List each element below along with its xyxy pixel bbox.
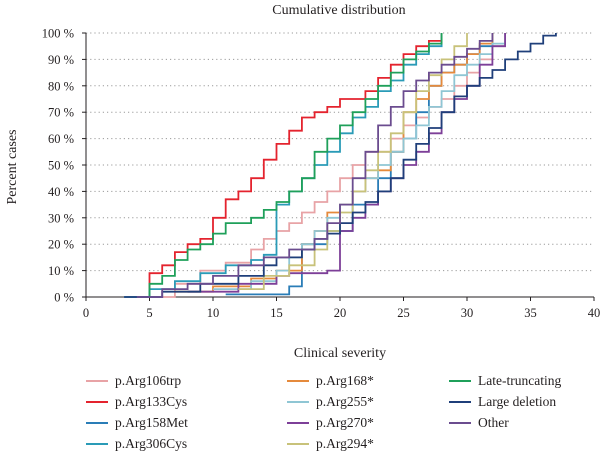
- x-tick-label: 30: [461, 306, 474, 320]
- x-axis-title: Clinical severity: [294, 346, 386, 361]
- legend-label: p.Arg168*: [316, 373, 374, 388]
- y-tick-label: 40 %: [48, 185, 74, 199]
- legend-label: p.Arg270*: [316, 415, 374, 430]
- series-line: [148, 33, 443, 297]
- legend: p.Arg106trp p.Arg133Cys p.Arg158Met p.Arg30…: [86, 373, 561, 451]
- series-line: [174, 33, 494, 293]
- y-tick-label: 60 %: [48, 132, 74, 146]
- legend-label: p.Arg306Cys: [115, 436, 187, 451]
- x-tick-label: 35: [524, 306, 537, 320]
- y-tick-label: 0 %: [54, 291, 74, 305]
- y-tick-label: 90 %: [48, 53, 74, 67]
- gridlines: [86, 32, 594, 272]
- y-axis-title: Percent cases: [5, 129, 20, 204]
- legend-label: p.Arg158Met: [115, 415, 188, 430]
- x-tick-label: 0: [83, 306, 89, 320]
- series-line: [148, 33, 443, 297]
- legend-label: p.Arg106trp: [115, 373, 181, 388]
- legend-label: p.Arg133Cys: [115, 394, 187, 409]
- series-line: [187, 33, 506, 293]
- legend-label: Late-truncating: [478, 373, 561, 388]
- series-lines: [124, 33, 557, 298]
- x-axis-ticks: 0 5 10 15 20 25 30 35 40: [83, 297, 600, 320]
- y-tick-label: 50 %: [48, 159, 74, 173]
- legend-label: Large deletion: [478, 394, 556, 409]
- series-line: [238, 33, 468, 290]
- y-tick-label: 100 %: [42, 27, 74, 41]
- legend-label: Other: [478, 415, 509, 430]
- series-line: [136, 33, 494, 298]
- x-tick-label: 10: [207, 306, 220, 320]
- y-tick-label: 10 %: [48, 264, 74, 278]
- y-tick-label: 30 %: [48, 211, 74, 225]
- legend-label: p.Arg294*: [316, 436, 374, 451]
- x-tick-label: 5: [146, 306, 152, 320]
- y-tick-label: 70 %: [48, 106, 74, 120]
- x-tick-label: 25: [397, 306, 410, 320]
- chart-title: Cumulative distribution: [272, 3, 405, 18]
- y-axis-ticks: 0 % 10 % 20 % 30 % 40 % 50 % 60 % 70 % 80 % 90 % 1…: [42, 27, 86, 305]
- x-tick-label: 20: [334, 306, 347, 320]
- y-tick-label: 80 %: [48, 79, 74, 93]
- series-line: [124, 33, 557, 298]
- x-tick-label: 15: [270, 306, 283, 320]
- series-line: [213, 33, 506, 290]
- x-tick-label: 40: [588, 306, 600, 320]
- legend-label: p.Arg255*: [316, 394, 374, 409]
- y-tick-label: 20 %: [48, 238, 74, 252]
